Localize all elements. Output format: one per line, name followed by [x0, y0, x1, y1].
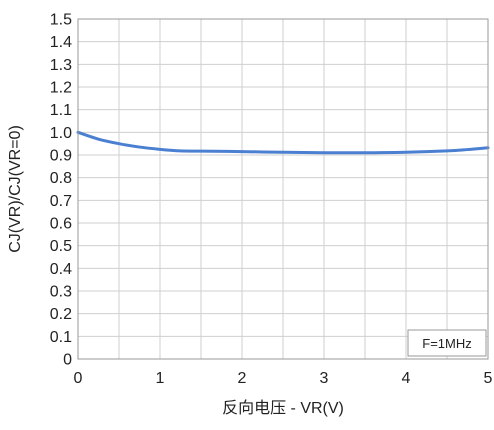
x-tick-label: 4: [402, 370, 411, 387]
y-tick-label: 0: [63, 352, 72, 369]
y-tick-label: 0.5: [50, 238, 72, 255]
plot-frame: [77, 18, 489, 360]
grid: [77, 18, 489, 360]
x-tick-label: 2: [238, 370, 247, 387]
x-tick-label: 1: [156, 370, 165, 387]
series-layer: [76, 130, 490, 155]
y-tick-label: 0.1: [50, 329, 72, 346]
y-tick-label: 0.2: [50, 306, 72, 323]
y-tick-label: 0.8: [50, 170, 72, 187]
y-tick-labels: 0 0.1 0.2 0.3 0.4 0.5 0.6 0.7 0.8 0.9 1.0 1.1 1.2 1.3…: [50, 12, 72, 369]
x-tick-label: 5: [484, 370, 493, 387]
x-axis-label: 反向电压 - VR(V): [222, 399, 344, 417]
annotation-label: F=1MHz: [422, 336, 471, 351]
x-tick-label: 3: [320, 370, 329, 387]
y-tick-label: 0.7: [50, 193, 72, 210]
y-tick-label: 1.5: [50, 12, 72, 29]
y-tick-label: 0.3: [50, 284, 72, 301]
annotation-frame: [407, 329, 487, 357]
y-tick-label: 1.0: [50, 125, 72, 142]
series-line: [76, 130, 490, 155]
y-tick-label: 0.9: [50, 148, 72, 165]
y-tick-label: 1.1: [50, 102, 72, 119]
x-tick-label: 0: [74, 370, 83, 387]
y-axis-label: CJ(VR)/CJ(VR=0): [7, 125, 24, 253]
y-tick-label: 0.4: [50, 261, 72, 278]
y-tick-label: 1.4: [50, 34, 72, 51]
y-tick-label: 1.2: [50, 80, 72, 97]
annotation-box: F=1MHz: [407, 329, 487, 357]
y-tick-label: 1.3: [50, 57, 72, 74]
y-tick-label: 0.6: [50, 216, 72, 233]
x-tick-labels: 0 1 2 3 4 5: [74, 370, 493, 387]
